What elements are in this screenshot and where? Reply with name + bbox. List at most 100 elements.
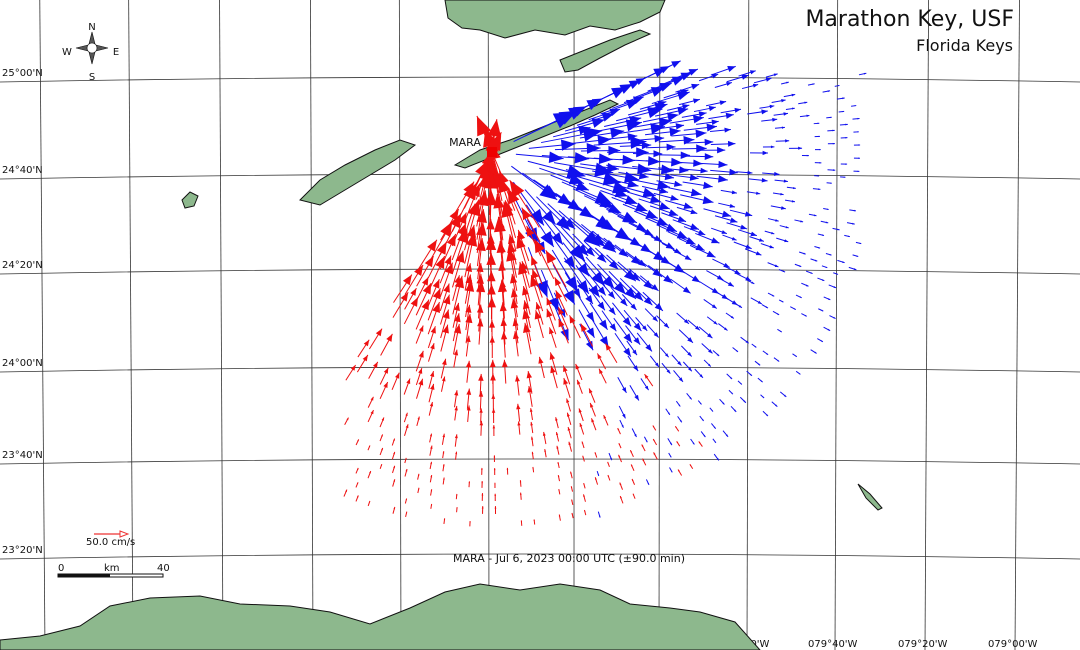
vector-head — [638, 172, 649, 180]
vector-head — [630, 272, 640, 282]
vector-head — [830, 116, 832, 119]
vector-head — [568, 173, 585, 185]
vector-head — [777, 359, 780, 362]
vector-head — [781, 126, 785, 129]
vector-head — [589, 388, 593, 394]
vector-head — [678, 377, 683, 382]
vector-head — [677, 216, 687, 222]
vector-head — [665, 223, 678, 232]
vector-head — [548, 151, 564, 163]
vector-head — [734, 107, 742, 113]
vector-head — [476, 190, 489, 207]
vector-head — [827, 328, 831, 331]
vector-head — [618, 248, 629, 257]
vector-head — [771, 294, 775, 297]
island — [181, 191, 199, 209]
vector-head — [494, 506, 497, 509]
vector-head — [405, 468, 408, 472]
vector-head — [832, 169, 836, 172]
vector-head — [500, 317, 507, 327]
vector-head — [791, 200, 795, 203]
vector-head — [509, 273, 518, 284]
lon-line — [746, 0, 750, 650]
vector-head — [680, 151, 691, 159]
vector-head — [666, 143, 676, 151]
vector-head — [730, 315, 734, 319]
vector-head — [645, 440, 648, 443]
lon-line — [128, 0, 134, 650]
vector-head — [386, 333, 393, 342]
vector-head — [727, 65, 736, 72]
vector-head — [683, 202, 693, 209]
vector-head — [418, 378, 424, 386]
scale-end: 40 — [157, 563, 170, 574]
vector-head — [441, 358, 447, 366]
vector-head — [430, 461, 432, 465]
vector-head — [455, 451, 458, 455]
vector-head — [826, 208, 829, 210]
vector-head — [677, 107, 689, 116]
vector-head — [490, 373, 496, 381]
vector-head — [818, 188, 821, 191]
vector-head — [655, 362, 660, 368]
vector-head — [820, 340, 823, 342]
vector-head — [436, 241, 447, 255]
vector-head — [722, 402, 725, 405]
vector-head — [758, 363, 761, 366]
vector-head — [405, 412, 408, 416]
vector-head — [526, 225, 535, 237]
compass-center — [86, 42, 98, 54]
vector-head — [563, 365, 568, 372]
vector-head — [418, 368, 423, 374]
vector-head — [607, 475, 610, 477]
vector-head — [708, 105, 716, 112]
vector-head — [476, 280, 486, 293]
vector-head — [534, 310, 542, 320]
vector-head — [780, 330, 782, 333]
vector-head — [618, 454, 621, 458]
vector-head — [557, 475, 560, 478]
vector-head — [663, 322, 669, 329]
vector-head — [669, 127, 681, 137]
vector-head — [375, 328, 383, 337]
lat-line — [0, 76, 1080, 83]
vector-head — [429, 433, 433, 437]
vector-head — [806, 114, 810, 117]
vector-head — [775, 219, 779, 222]
vector-head — [356, 495, 359, 498]
vector-head — [654, 302, 663, 311]
scale-start: 0 — [58, 563, 64, 574]
vector-head — [453, 349, 459, 356]
vector-head — [679, 166, 689, 174]
vector-head — [575, 363, 580, 370]
vector-head — [629, 116, 642, 126]
lon-line — [310, 0, 314, 650]
vector-head — [519, 480, 522, 483]
vector-head — [675, 123, 685, 130]
vector-head — [698, 441, 701, 444]
vector-head — [836, 273, 839, 275]
vector-head — [597, 135, 612, 146]
vector-head — [444, 262, 453, 275]
vector-head — [814, 259, 818, 262]
vector-head — [852, 222, 855, 225]
vector-head — [578, 125, 591, 135]
vector-head — [800, 220, 804, 223]
vector-head — [487, 296, 496, 308]
vector-head — [774, 264, 779, 267]
vector-head — [414, 264, 424, 276]
vector-head — [683, 136, 695, 145]
vector-head — [599, 319, 608, 330]
vector-head — [487, 283, 496, 295]
vector-head — [713, 320, 718, 325]
vector-head — [773, 73, 778, 77]
vector-head — [605, 343, 612, 351]
vector-head — [558, 514, 561, 517]
vector-head — [442, 324, 449, 334]
vector-head — [653, 438, 655, 442]
vector-head — [610, 457, 612, 461]
vector-head — [417, 487, 420, 490]
compass-w: W — [62, 47, 72, 58]
vector-head — [659, 187, 669, 194]
vector-head — [535, 302, 542, 310]
